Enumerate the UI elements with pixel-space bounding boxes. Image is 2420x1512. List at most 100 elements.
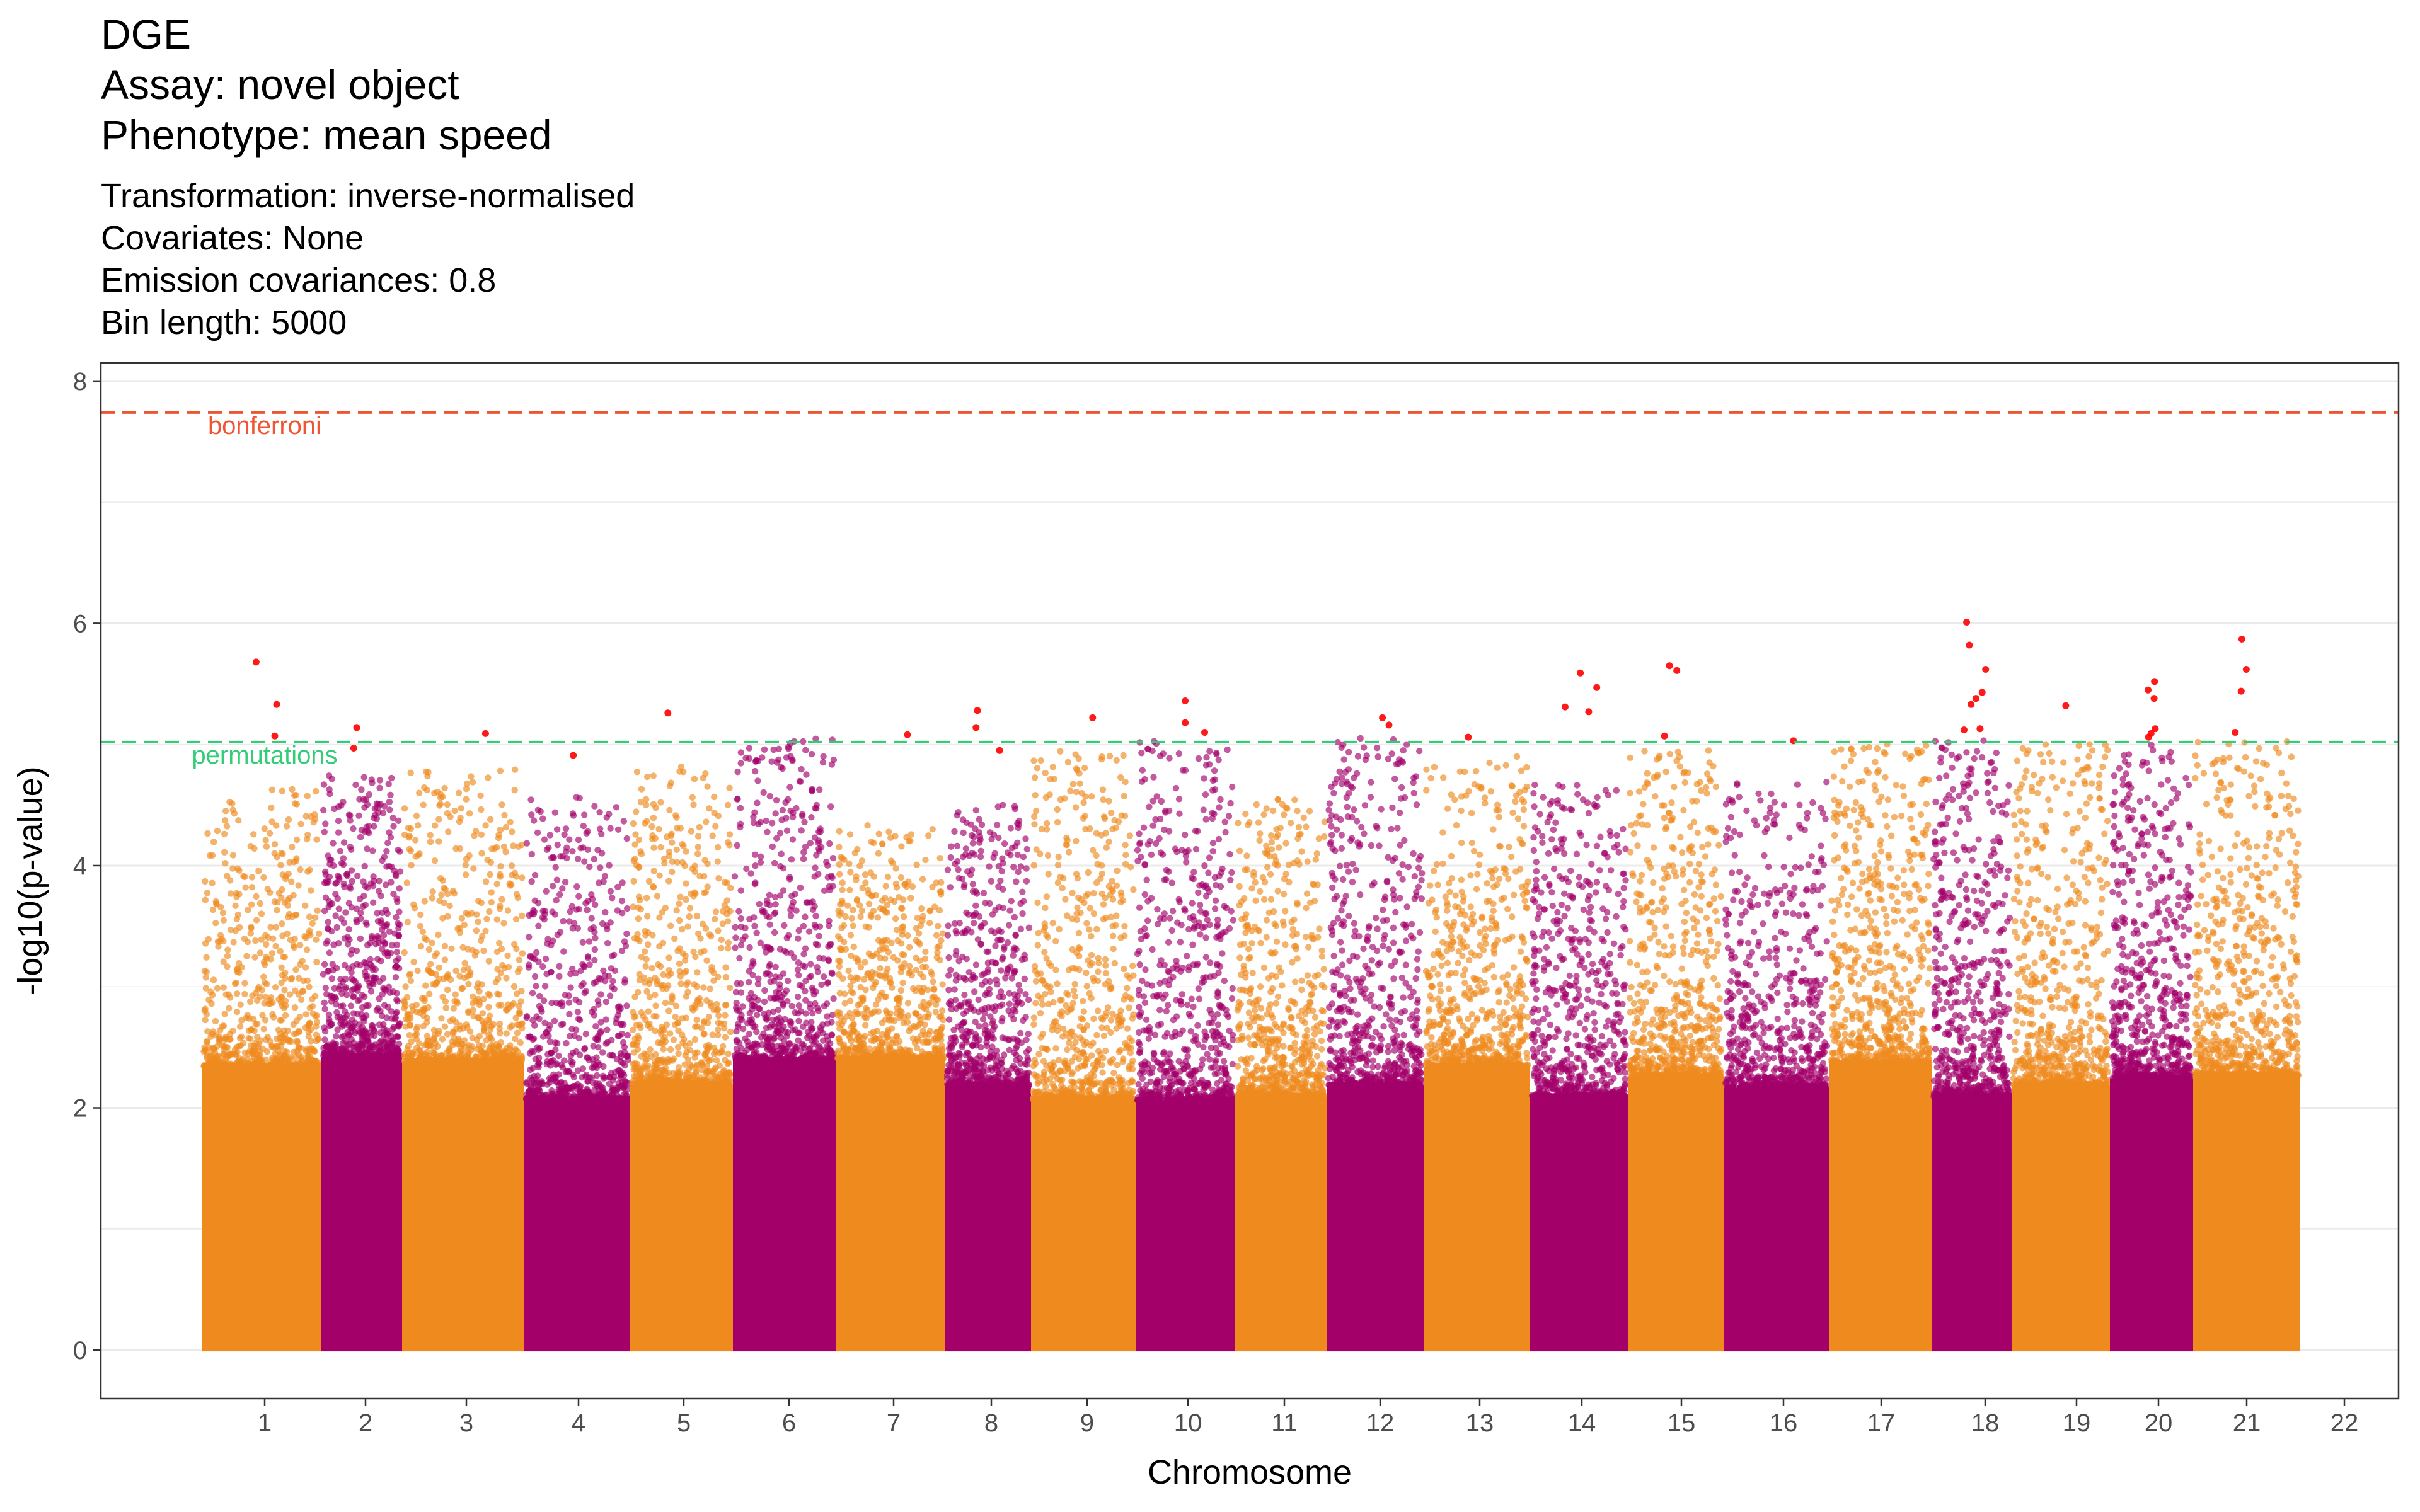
data-point — [291, 800, 299, 807]
data-point — [658, 1071, 665, 1079]
data-point — [492, 1057, 498, 1063]
data-point — [795, 927, 802, 934]
data-point — [452, 845, 459, 852]
data-point — [497, 1057, 504, 1064]
data-point — [272, 942, 279, 950]
data-point — [304, 832, 311, 839]
data-point — [749, 1006, 756, 1013]
data-point — [798, 827, 805, 834]
data-point — [621, 1077, 628, 1085]
data-point — [596, 975, 602, 982]
data-point — [621, 1096, 628, 1102]
data-point — [648, 1053, 655, 1060]
data-point — [715, 875, 722, 882]
data-point — [360, 878, 367, 885]
data-point — [556, 973, 563, 980]
data-point — [379, 810, 387, 816]
data-point — [598, 830, 605, 838]
data-point — [534, 1096, 541, 1102]
data-point — [281, 1063, 289, 1070]
data-point — [340, 1002, 347, 1009]
data-point — [750, 960, 757, 967]
data-point — [417, 911, 424, 919]
data-point — [783, 1057, 790, 1064]
data-point — [919, 913, 926, 920]
data-point — [297, 820, 304, 828]
data-point — [283, 823, 291, 830]
data-point — [926, 919, 933, 927]
data-point — [753, 757, 760, 764]
data-point — [638, 954, 645, 961]
data-point — [219, 909, 227, 917]
data-point — [567, 1033, 573, 1040]
data-point — [248, 1062, 255, 1068]
data-point — [354, 873, 361, 879]
data-point — [294, 1039, 301, 1046]
data-point — [788, 949, 795, 957]
data-point — [785, 932, 792, 939]
data-point — [361, 862, 368, 870]
data-point — [724, 918, 732, 925]
data-point — [754, 777, 761, 784]
data-point — [424, 1033, 431, 1040]
data-point — [708, 1081, 715, 1088]
data-point — [466, 971, 474, 978]
data-point — [335, 985, 343, 993]
data-point — [344, 934, 351, 941]
data-point — [458, 805, 464, 812]
data-point — [816, 954, 823, 962]
data-point — [836, 963, 843, 970]
data-point — [254, 997, 261, 1004]
data-point — [634, 936, 641, 943]
data-point — [483, 1036, 490, 1044]
data-point — [528, 878, 535, 885]
data-point — [864, 971, 871, 978]
data-point — [851, 1050, 858, 1057]
data-point — [497, 1029, 504, 1037]
data-point — [279, 932, 286, 939]
data-point — [834, 1009, 841, 1016]
data-point — [533, 949, 540, 956]
data-point — [505, 1004, 512, 1012]
data-point — [241, 1049, 249, 1057]
data-point — [589, 1074, 596, 1081]
data-point — [406, 1032, 413, 1039]
data-point — [425, 946, 433, 953]
data-point — [513, 891, 521, 898]
data-point — [325, 903, 332, 910]
data-point — [691, 1036, 699, 1043]
data-point — [432, 822, 439, 829]
data-point — [462, 861, 469, 869]
data-point — [426, 1058, 433, 1065]
data-point — [202, 985, 209, 992]
data-point — [630, 903, 637, 910]
dense-points-band — [836, 1058, 945, 1352]
data-point — [302, 1011, 309, 1018]
data-point — [875, 850, 882, 857]
data-point — [575, 1034, 582, 1042]
data-point — [737, 887, 745, 894]
data-point — [500, 843, 508, 850]
data-point — [314, 1036, 322, 1043]
data-point — [867, 1030, 875, 1037]
data-point — [921, 1021, 928, 1028]
data-point — [710, 1074, 717, 1081]
data-point — [229, 800, 236, 807]
significant-point — [570, 752, 577, 759]
data-point — [502, 823, 510, 831]
data-point — [663, 985, 670, 992]
data-point — [369, 899, 377, 906]
data-point — [857, 983, 864, 991]
data-point — [838, 924, 845, 932]
data-point — [581, 1045, 589, 1052]
data-point — [503, 975, 510, 982]
data-point — [665, 1007, 672, 1014]
data-point — [897, 969, 904, 976]
data-point — [291, 1060, 298, 1067]
data-point — [279, 886, 285, 893]
significant-point — [353, 724, 360, 731]
data-point — [566, 836, 573, 843]
data-point — [393, 949, 400, 956]
emission-subtitle: Emission covariances: 0.8 — [101, 261, 497, 299]
data-point — [260, 973, 267, 980]
